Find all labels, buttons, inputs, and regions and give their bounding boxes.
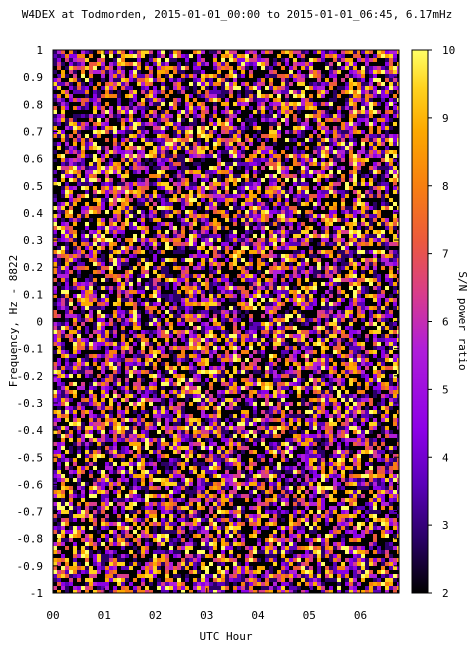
x-axis: 00 01 02 03 04 05 06 bbox=[46, 50, 367, 622]
y-tick-label: 0.2 bbox=[23, 261, 43, 274]
heatmap-cells bbox=[53, 50, 399, 593]
y-tick-label: 0.7 bbox=[23, 125, 43, 138]
colorbar-axis: 10 9 8 7 6 5 4 3 2 bbox=[428, 44, 455, 600]
colorbar-tick-label: 5 bbox=[442, 383, 449, 396]
y-tick-label: 0.4 bbox=[23, 207, 43, 220]
colorbar-tick-label: 10 bbox=[442, 44, 455, 57]
y-tick-label: -0.3 bbox=[17, 397, 44, 410]
y-tick-label: 0 bbox=[36, 316, 43, 329]
colorbar bbox=[411, 49, 429, 594]
colorbar-tick-label: 6 bbox=[442, 316, 449, 329]
y-tick-label: 0.6 bbox=[23, 153, 43, 166]
y-tick-label: 0.5 bbox=[23, 180, 43, 193]
y-tick-label: 1 bbox=[36, 44, 43, 57]
x-tick-label: 03 bbox=[200, 609, 213, 622]
y-tick-label: 0.1 bbox=[23, 288, 43, 301]
colorbar-tick-label: 4 bbox=[442, 451, 449, 464]
y-tick-label: -0.8 bbox=[17, 533, 44, 546]
y-axis-label: Frequency, Hz - 8822 bbox=[7, 255, 20, 387]
y-tick-label: -0.6 bbox=[17, 478, 44, 491]
heatmap-cell-group bbox=[53, 50, 399, 593]
colorbar-tick-label: 8 bbox=[442, 180, 449, 193]
y-tick-label: 0.8 bbox=[23, 98, 43, 111]
y-tick-label: -0.1 bbox=[17, 343, 44, 356]
x-tick-label: 02 bbox=[149, 609, 162, 622]
colorbar-tick-label: 2 bbox=[442, 587, 449, 600]
y-tick-label: -0.7 bbox=[17, 506, 44, 519]
x-tick-label: 05 bbox=[303, 609, 316, 622]
y-axis: 1 0.9 0.8 0.7 0.6 0.5 0.4 0.3 0.2 0.1 0 -0.1 -0.2 -0.… bbox=[17, 44, 399, 600]
colorbar-label: S/N power ratio bbox=[456, 271, 469, 370]
y-tick-label: -0.2 bbox=[17, 370, 44, 383]
colorbar-tick-label: 7 bbox=[442, 248, 449, 261]
x-tick-label: 04 bbox=[251, 609, 265, 622]
y-tick-label: 0.9 bbox=[23, 71, 43, 84]
heatmap-cell-group bbox=[53, 50, 399, 593]
y-tick-label: 0.3 bbox=[23, 234, 43, 247]
x-tick-label: 06 bbox=[354, 609, 367, 622]
colorbar-tick-label: 9 bbox=[442, 112, 449, 125]
y-tick-label: -0.9 bbox=[17, 560, 44, 573]
x-axis-label: UTC Hour bbox=[200, 630, 253, 643]
colorbar-tick-label: 3 bbox=[442, 519, 449, 532]
heatmap-cell-group bbox=[53, 50, 399, 593]
y-tick-label: -1 bbox=[30, 587, 43, 600]
chart-title: W4DEX at Todmorden, 2015-01-01_00:00 to … bbox=[22, 8, 452, 21]
x-tick-label: 01 bbox=[98, 609, 111, 622]
y-tick-label: -0.5 bbox=[17, 451, 44, 464]
y-tick-label: -0.4 bbox=[17, 424, 44, 437]
x-tick-label: 00 bbox=[46, 609, 59, 622]
